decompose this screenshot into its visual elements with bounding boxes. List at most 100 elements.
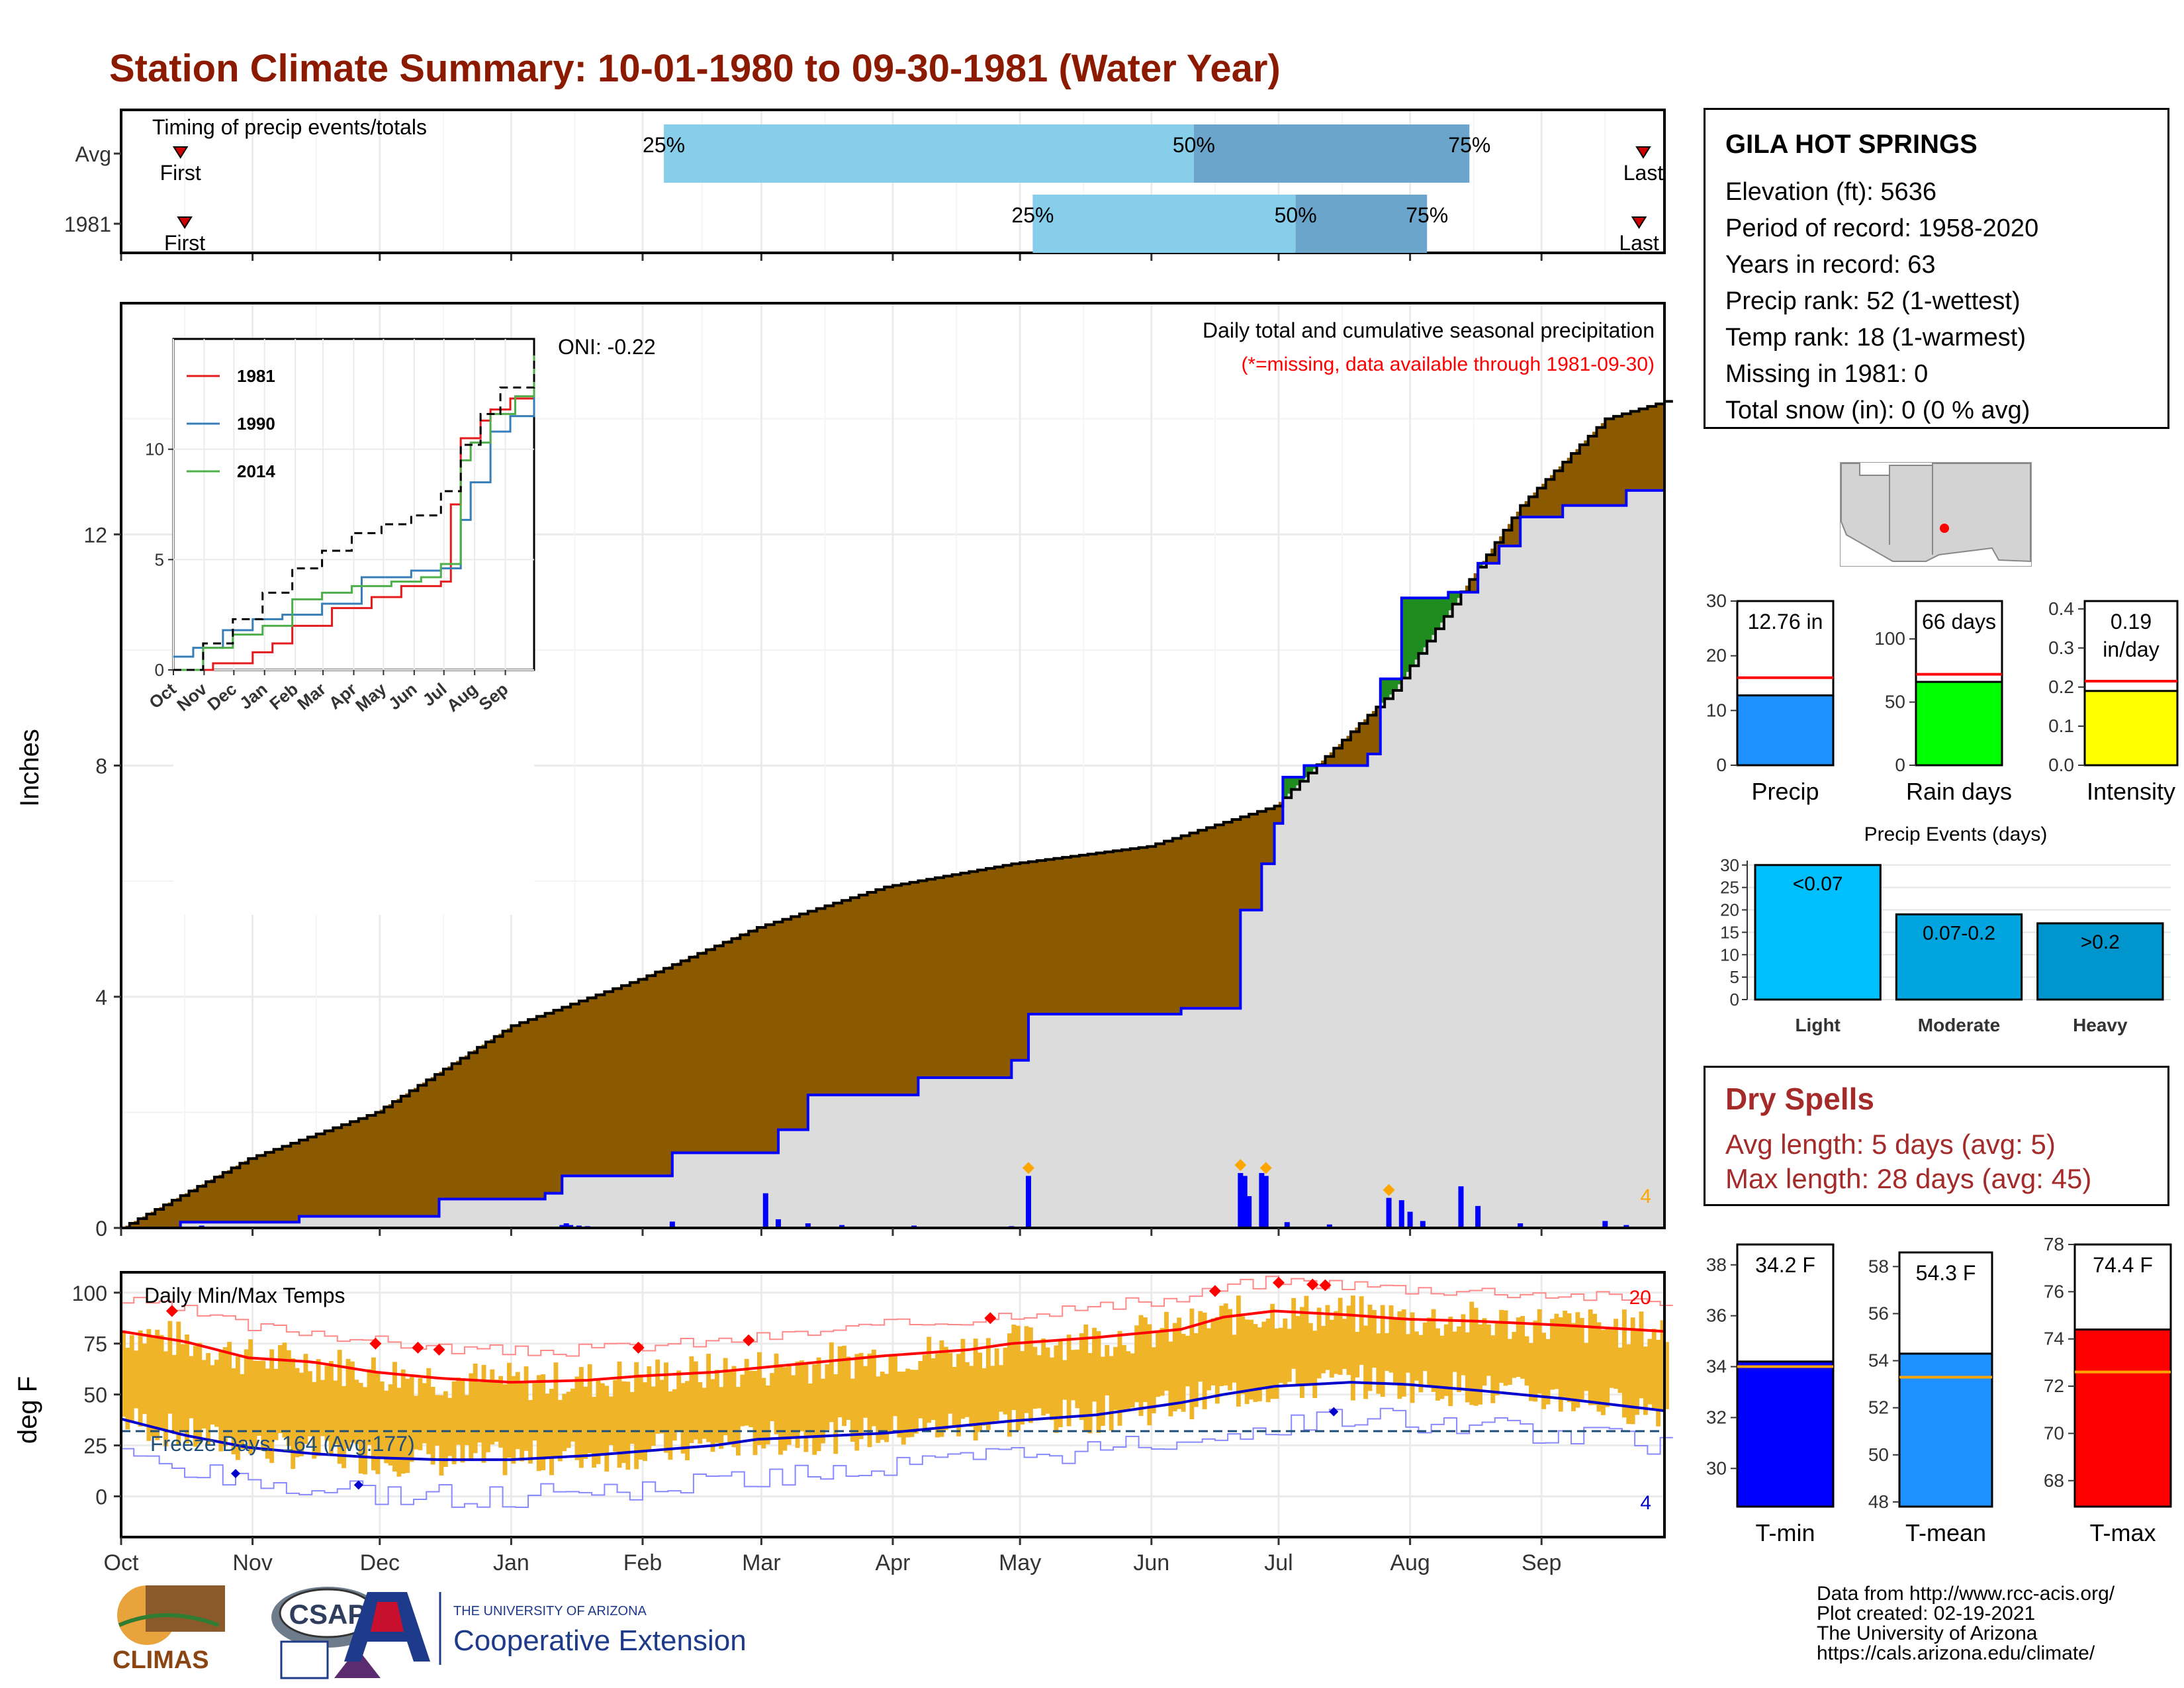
daily-temp-bar — [655, 1359, 660, 1434]
departure-segment — [1066, 857, 1071, 1014]
departure-segment — [299, 1140, 304, 1217]
daily-temp-bar — [833, 1374, 839, 1454]
daily-temp-bar — [685, 1381, 690, 1460]
station-info: GILA HOT SPRINGS Elevation (ft): 5636 Pe… — [1704, 108, 2169, 429]
daily-temp-bar — [719, 1387, 724, 1449]
climas-logo: CLIMAS — [113, 1585, 225, 1674]
departure-segment — [710, 947, 715, 1153]
summary-bar — [2083, 690, 2179, 767]
departure-segment — [1334, 748, 1339, 766]
daily-temp-bar — [880, 1372, 885, 1440]
departure-segment — [1291, 776, 1297, 790]
daily-temp-bar — [634, 1362, 639, 1470]
y-tick-label: 10 — [1720, 945, 1739, 964]
daily-temp-bar — [1130, 1353, 1135, 1408]
departure-segment — [1164, 841, 1169, 1014]
departure-segment — [1639, 408, 1644, 491]
daily-temp-bar — [515, 1372, 520, 1450]
daily-temp-bar — [1664, 1342, 1669, 1409]
daily-temp-bar — [316, 1359, 321, 1456]
departure-segment — [252, 1156, 257, 1223]
daily-temp-bar — [1469, 1301, 1475, 1405]
departure-segment — [964, 872, 970, 1078]
departure-segment — [1499, 536, 1504, 546]
daily-temp-bar — [884, 1374, 889, 1442]
event-bar — [1895, 913, 2023, 1001]
ua-small-text: THE UNIVERSITY OF ARIZONA — [453, 1604, 647, 1618]
departure-segment — [1660, 402, 1665, 491]
daily-precip-bar — [1475, 1205, 1481, 1228]
daily-precip-bar — [776, 1219, 782, 1228]
departure-segment — [1032, 861, 1038, 1014]
daily-temp-bar — [282, 1342, 287, 1438]
daily-temp-bar — [1355, 1331, 1360, 1378]
departure-segment — [1486, 555, 1492, 563]
daily-temp-bar — [876, 1376, 881, 1443]
daily-temp-bar — [176, 1321, 181, 1445]
departure-segment — [197, 1186, 203, 1223]
daily-temp-bar — [473, 1363, 478, 1454]
departure-segment — [520, 1022, 525, 1199]
daily-temp-bar — [791, 1375, 796, 1437]
departure-segment — [1584, 440, 1589, 506]
daily-temp-bar — [1079, 1333, 1084, 1420]
daily-temp-bar — [1397, 1311, 1402, 1399]
departure-segment — [1435, 598, 1441, 629]
precip-y-axis: 0 4 8 12 — [83, 523, 1543, 1241]
departure-segment — [257, 1155, 262, 1223]
departure-segment — [756, 927, 762, 1153]
departure-segment — [146, 1214, 152, 1228]
station-line: Missing in 1981: 0 — [1725, 360, 1929, 388]
y-tick-label: 36 — [1706, 1305, 1727, 1326]
daily-temp-bar — [1168, 1341, 1173, 1417]
departure-segment — [1295, 776, 1300, 786]
y-tick-label: 68 — [2044, 1470, 2064, 1491]
daily-temp-bar — [1109, 1356, 1114, 1431]
daily-temp-bar — [345, 1358, 351, 1449]
daily-temp-bar — [1015, 1325, 1021, 1431]
departure-segment — [752, 929, 758, 1153]
daily-temp-bar — [1385, 1333, 1390, 1371]
departure-segment — [782, 919, 788, 1130]
daily-temp-bar — [850, 1378, 855, 1442]
departure-segment — [1244, 815, 1250, 910]
y-tick-label: 72 — [2044, 1376, 2064, 1396]
departure-segment — [320, 1132, 326, 1217]
daily-temp-bar — [295, 1368, 300, 1458]
daily-temp-bar — [1520, 1316, 1525, 1379]
daily-temp-bar — [680, 1383, 686, 1454]
daily-temp-bar — [1461, 1314, 1466, 1376]
departure-segment — [1554, 471, 1559, 518]
departure-segment — [634, 980, 639, 1176]
daily-temp-bar — [1223, 1303, 1228, 1385]
event-bar — [2036, 922, 2164, 1001]
daily-temp-bar — [1257, 1327, 1262, 1401]
y-tick-label: 0 — [95, 1485, 107, 1509]
avg-cumulative-line — [121, 400, 1673, 1229]
daily-temp-bar — [1431, 1309, 1436, 1392]
y-tick-label: 25 — [83, 1434, 107, 1458]
daily-temp-bar — [1011, 1325, 1017, 1411]
daily-temp-bar — [1359, 1296, 1364, 1365]
daily-temp-bar — [604, 1385, 610, 1472]
departure-segment — [477, 1047, 482, 1199]
daily-temp-bar — [1189, 1308, 1195, 1420]
departure-segment — [384, 1107, 389, 1217]
y-tick-label: 0.0 — [2048, 755, 2074, 775]
departure-segment — [943, 876, 949, 1078]
daily-temp-bar — [1177, 1317, 1182, 1409]
max-record-marker — [743, 1334, 755, 1346]
daily-temp-bar — [375, 1372, 381, 1474]
departure-segment — [735, 937, 741, 1153]
daily-temp-bar — [307, 1371, 312, 1436]
daily-temp-bar — [354, 1380, 359, 1444]
daily-temp-bar — [1545, 1338, 1551, 1405]
daily-temp-bar — [1117, 1331, 1122, 1426]
departure-segment — [1651, 405, 1657, 491]
departure-segment — [1126, 849, 1131, 1014]
departure-segment — [1274, 806, 1279, 823]
departure-segment — [1147, 846, 1152, 1014]
departure-segment — [405, 1093, 410, 1217]
daily-temp-bar — [430, 1387, 435, 1465]
daily-temp-bar — [189, 1356, 194, 1419]
